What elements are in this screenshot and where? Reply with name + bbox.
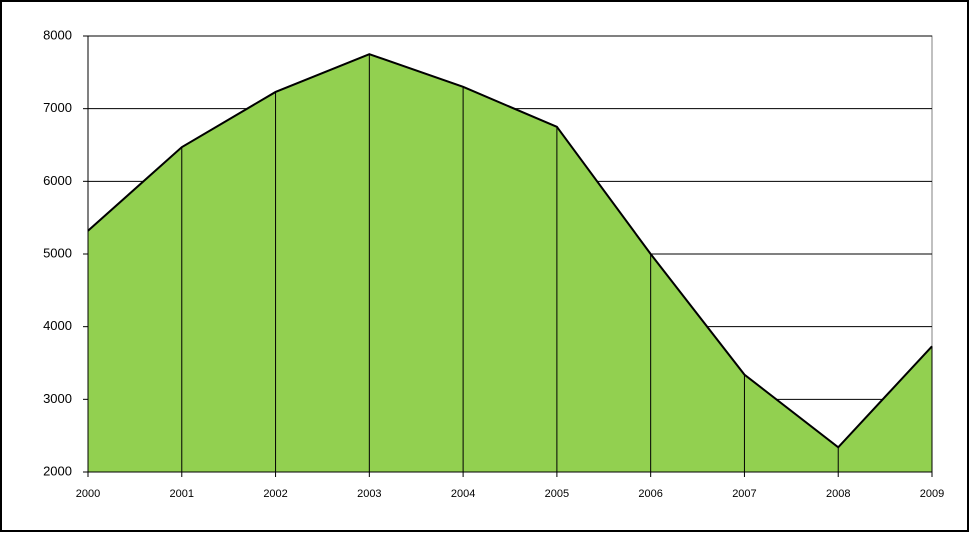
- y-tick-label: 8000: [43, 27, 72, 42]
- area: [88, 54, 932, 473]
- y-tick-label: 3000: [43, 391, 72, 406]
- x-tick-label: 2000: [76, 488, 100, 500]
- x-tick-label: 2009: [920, 488, 944, 500]
- x-tick-label: 2001: [170, 488, 194, 500]
- y-tick-label: 7000: [43, 100, 72, 115]
- x-tick-label: 2002: [263, 488, 287, 500]
- y-tick-label: 2000: [43, 463, 72, 478]
- x-tick-label: 2007: [732, 488, 756, 500]
- x-tick-label: 2003: [357, 488, 381, 500]
- x-tick-label: 2006: [638, 488, 662, 500]
- y-tick-label: 6000: [43, 173, 72, 188]
- x-tick-label: 2004: [451, 488, 475, 500]
- y-tick-label: 4000: [43, 318, 72, 333]
- x-tick-label: 2008: [826, 488, 850, 500]
- y-tick-label: 5000: [43, 245, 72, 260]
- area-outline: [87, 53, 933, 449]
- x-tick-label: 2005: [545, 488, 569, 500]
